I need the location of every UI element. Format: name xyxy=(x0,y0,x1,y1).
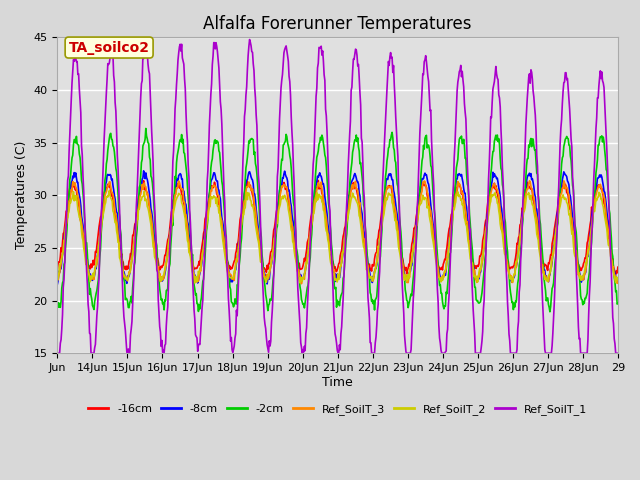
-16cm xyxy=(396,243,404,249)
Ref_SoilT_2 xyxy=(106,188,113,193)
Ref_SoilT_3 xyxy=(428,216,435,221)
-16cm xyxy=(54,266,61,272)
-2cm xyxy=(119,268,127,274)
Ref_SoilT_3 xyxy=(560,178,568,184)
Line: -2cm: -2cm xyxy=(58,129,618,312)
Line: Ref_SoilT_3: Ref_SoilT_3 xyxy=(58,181,618,284)
Y-axis label: Temperatures (C): Temperatures (C) xyxy=(15,141,28,250)
Ref_SoilT_2 xyxy=(428,234,436,240)
Ref_SoilT_3 xyxy=(54,275,61,281)
-16cm xyxy=(250,200,258,206)
-8cm xyxy=(54,281,61,287)
-16cm xyxy=(222,251,230,256)
Ref_SoilT_2 xyxy=(251,215,259,221)
-2cm xyxy=(272,236,280,242)
Ref_SoilT_1 xyxy=(251,85,259,91)
-8cm xyxy=(119,269,127,275)
Ref_SoilT_3 xyxy=(614,276,621,282)
Ref_SoilT_3 xyxy=(222,260,230,266)
Ref_SoilT_1 xyxy=(272,216,280,222)
-8cm xyxy=(223,258,231,264)
Ref_SoilT_1 xyxy=(396,229,404,235)
-16cm xyxy=(612,272,620,277)
Line: -8cm: -8cm xyxy=(58,171,618,284)
-16cm xyxy=(271,220,279,226)
Ref_SoilT_2 xyxy=(120,272,128,278)
Line: -16cm: -16cm xyxy=(58,180,618,275)
Ref_SoilT_3 xyxy=(250,198,258,204)
-8cm xyxy=(396,240,404,246)
Ref_SoilT_2 xyxy=(397,258,404,264)
Ref_SoilT_3 xyxy=(119,268,127,274)
Ref_SoilT_2 xyxy=(54,277,61,283)
-2cm xyxy=(428,165,435,170)
Ref_SoilT_2 xyxy=(272,226,280,232)
-8cm xyxy=(272,222,280,228)
Ref_SoilT_1 xyxy=(223,263,231,269)
Ref_SoilT_1 xyxy=(119,301,127,307)
Text: TA_soilco2: TA_soilco2 xyxy=(68,40,150,55)
-8cm xyxy=(428,208,435,214)
Ref_SoilT_1 xyxy=(142,36,150,42)
Ref_SoilT_2 xyxy=(614,276,621,282)
-16cm xyxy=(119,259,127,265)
-2cm xyxy=(54,304,61,310)
-16cm xyxy=(428,214,435,220)
Line: Ref_SoilT_1: Ref_SoilT_1 xyxy=(58,39,618,353)
-2cm xyxy=(142,126,150,132)
X-axis label: Time: Time xyxy=(323,376,353,389)
-8cm xyxy=(140,168,147,174)
-2cm xyxy=(546,309,554,315)
Legend: -16cm, -8cm, -2cm, Ref_SoilT_3, Ref_SoilT_2, Ref_SoilT_1: -16cm, -8cm, -2cm, Ref_SoilT_3, Ref_Soil… xyxy=(84,400,591,420)
Ref_SoilT_2 xyxy=(296,280,304,286)
-16cm xyxy=(314,178,322,183)
-8cm xyxy=(251,191,259,197)
-16cm xyxy=(614,264,621,270)
Ref_SoilT_3 xyxy=(298,281,305,287)
Ref_SoilT_1 xyxy=(428,137,435,143)
Ref_SoilT_2 xyxy=(223,267,231,273)
-8cm xyxy=(614,275,621,281)
-2cm xyxy=(614,300,621,306)
-2cm xyxy=(396,221,404,227)
Ref_SoilT_3 xyxy=(271,233,279,239)
Ref_SoilT_1 xyxy=(54,350,61,356)
-2cm xyxy=(251,149,259,155)
Title: Alfalfa Forerunner Temperatures: Alfalfa Forerunner Temperatures xyxy=(204,15,472,33)
Ref_SoilT_1 xyxy=(614,350,621,356)
-2cm xyxy=(223,254,231,260)
Line: Ref_SoilT_2: Ref_SoilT_2 xyxy=(58,191,618,283)
Ref_SoilT_3 xyxy=(396,244,404,250)
